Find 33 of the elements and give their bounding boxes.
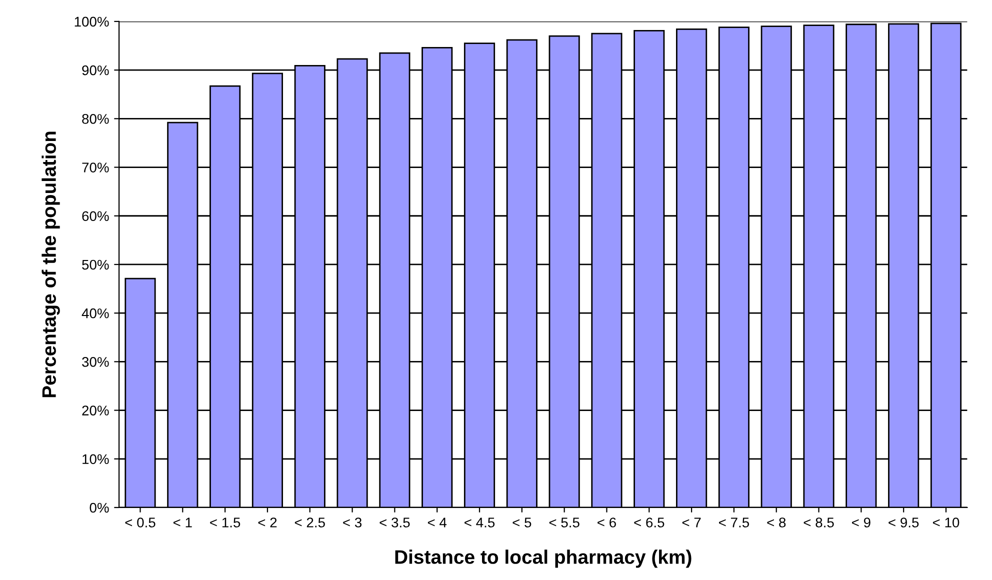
- x-tick-label: < 2: [258, 518, 277, 528]
- y-tick-label: 80%: [82, 114, 109, 124]
- x-tick-label: < 0.5: [125, 518, 156, 528]
- y-tick-label: 20%: [82, 406, 109, 416]
- x-tick-label: < 9: [852, 518, 870, 528]
- y-tick-label: 0%: [90, 502, 109, 513]
- x-tick-label: < 6.5: [634, 518, 664, 528]
- x-tick-label: < 7: [682, 518, 701, 528]
- x-tick-label: < 5.5: [549, 518, 580, 528]
- y-tick-label: 70%: [82, 162, 109, 172]
- y-tick-label: 60%: [82, 211, 109, 222]
- x-tick-label: < 1.5: [210, 518, 240, 528]
- x-tick-label: < 6: [598, 518, 616, 528]
- x-axis-title: Distance to local pharmacy (km): [395, 550, 692, 568]
- x-tick-label: < 9.5: [888, 518, 919, 528]
- y-tick-label: 30%: [82, 357, 109, 367]
- x-tick-label: < 4.5: [464, 518, 495, 528]
- y-tick-label: 100%: [74, 16, 109, 27]
- y-tick-label: 40%: [82, 308, 109, 318]
- x-tick-label: < 10: [932, 518, 960, 528]
- x-tick-label: < 1: [173, 518, 192, 528]
- x-tick-label: < 5: [512, 518, 532, 528]
- y-axis-title: Percentage of the population: [42, 132, 60, 398]
- x-tick-label: < 8.5: [804, 518, 834, 528]
- x-tick-label: < 8: [767, 518, 786, 528]
- y-tick-label: 10%: [82, 454, 109, 464]
- x-tick-label: < 3: [343, 518, 362, 528]
- y-tick-label: 90%: [82, 65, 109, 76]
- x-tick-label: < 3.5: [380, 518, 410, 528]
- x-tick-label: < 4: [428, 518, 447, 528]
- y-tick-label: 50%: [82, 260, 109, 270]
- x-tick-label: < 2.5: [294, 518, 325, 528]
- x-tick-label: < 7.5: [719, 518, 750, 528]
